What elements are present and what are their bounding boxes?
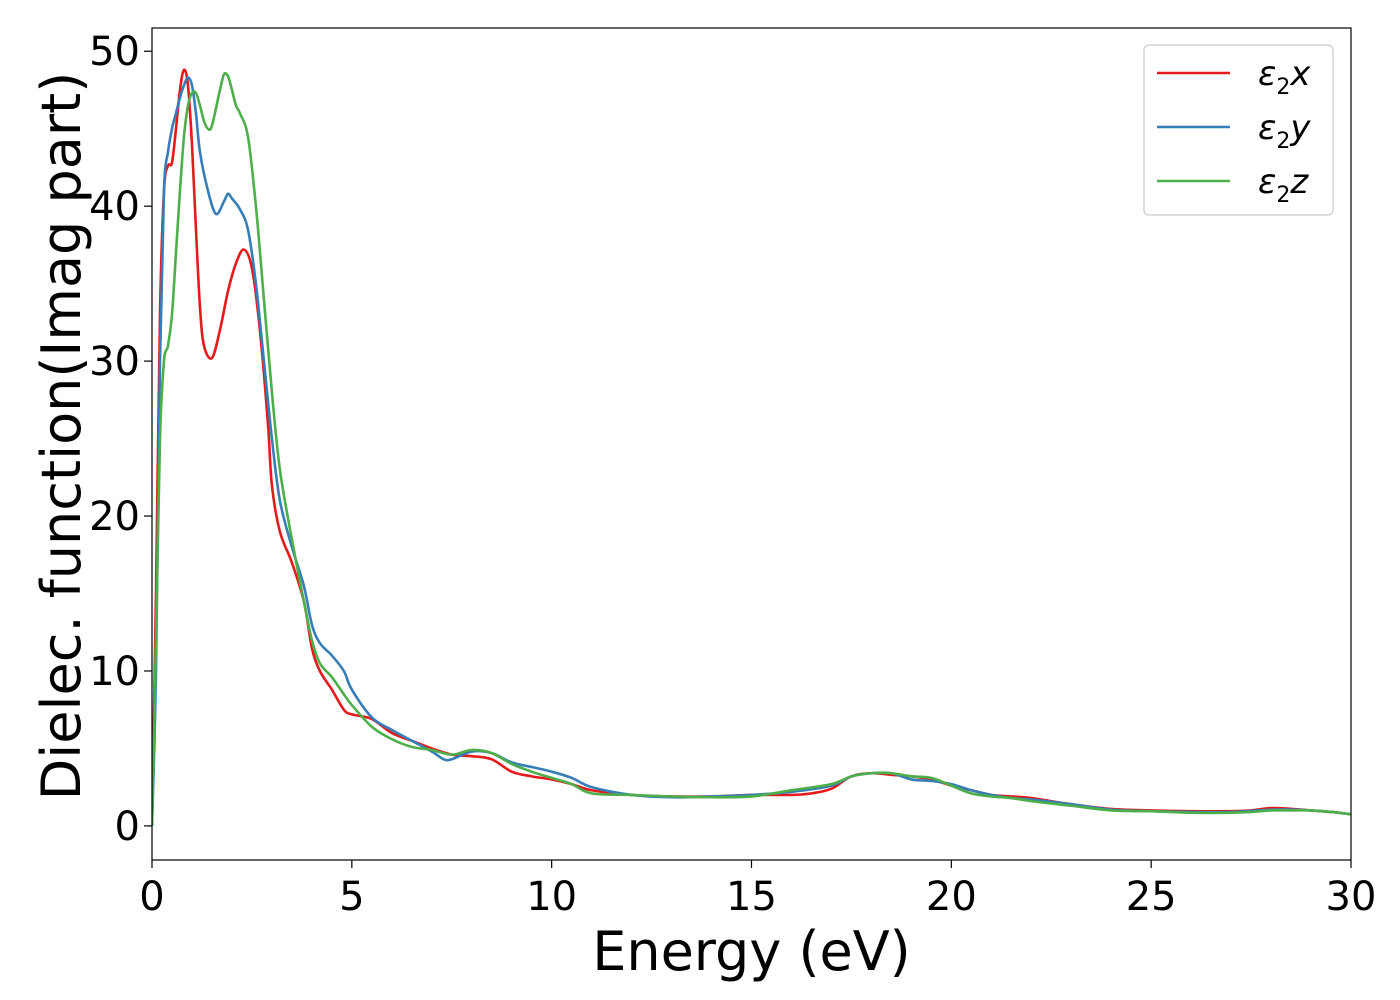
legend-subscript: 2 (1276, 183, 1290, 208)
legend-symbol: ε (1258, 162, 1276, 202)
y-axis: 0 10 20 30 40 50 (89, 29, 152, 850)
legend-box (1143, 44, 1334, 216)
y-tick-label: 30 (89, 339, 140, 385)
x-tick-label: 30 (1326, 874, 1377, 920)
x-tick-label: 0 (139, 874, 164, 920)
x-tick-label: 10 (526, 874, 577, 920)
x-axis-title: Energy (eV) (592, 920, 911, 983)
x-tick-label: 25 (1126, 874, 1177, 920)
y-axis-title: Dielec. function(Imag part) (30, 72, 93, 801)
legend-subscript: 2 (1276, 129, 1290, 154)
y-tick-label: 50 (89, 29, 140, 75)
x-tick-label: 20 (926, 874, 977, 920)
legend-label: ε2x (1258, 54, 1311, 100)
x-tick-label: 15 (726, 874, 777, 920)
series-layer (152, 68, 1351, 826)
legend-component: y (1289, 108, 1311, 148)
legend-component: z (1289, 162, 1309, 202)
y-tick-label: 0 (115, 804, 140, 850)
legend-label: ε2z (1258, 162, 1309, 208)
legend-item-z: ε2z (1157, 162, 1309, 208)
legend-subscript: 2 (1276, 75, 1290, 100)
y-tick-label: 10 (89, 649, 140, 695)
series-line-x (152, 68, 1351, 826)
legend-component: x (1289, 54, 1311, 94)
x-axis: 0 5 10 15 20 25 30 (139, 860, 1376, 920)
legend-item-y: ε2y (1157, 108, 1311, 154)
legend-item-x: ε2x (1157, 54, 1311, 100)
y-tick-label: 20 (89, 494, 140, 540)
legend-symbol: ε (1258, 108, 1276, 148)
series-line-z (152, 72, 1351, 826)
legend-label: ε2y (1258, 108, 1311, 154)
series-line-y (152, 76, 1351, 826)
x-tick-label: 5 (339, 874, 364, 920)
y-tick-label: 40 (89, 184, 140, 230)
legend-symbol: ε (1258, 54, 1276, 94)
